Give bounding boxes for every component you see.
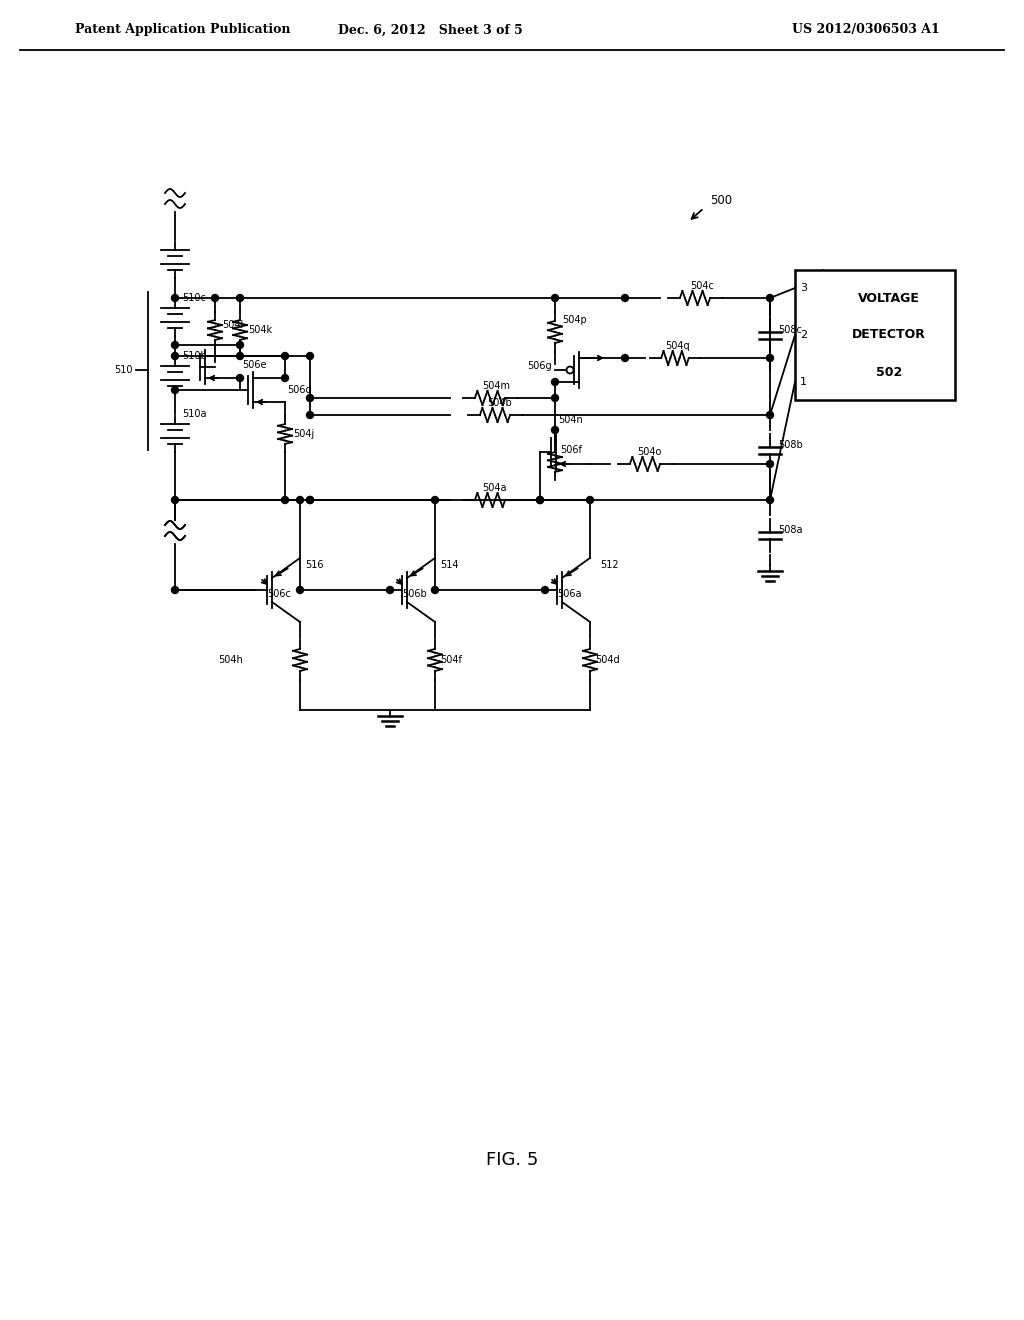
Text: 504d: 504d [595, 655, 620, 665]
Circle shape [552, 426, 558, 433]
Text: Patent Application Publication: Patent Application Publication [75, 24, 291, 37]
Text: 2: 2 [800, 330, 807, 341]
Text: 506a: 506a [557, 589, 582, 599]
Circle shape [237, 294, 244, 301]
Circle shape [587, 496, 594, 503]
Circle shape [171, 352, 178, 359]
Circle shape [552, 379, 558, 385]
Circle shape [237, 342, 244, 348]
Text: US 2012/0306503 A1: US 2012/0306503 A1 [793, 24, 940, 37]
Circle shape [306, 352, 313, 359]
Text: 510: 510 [115, 366, 133, 375]
Circle shape [297, 496, 303, 503]
Text: 506d: 506d [287, 385, 311, 395]
Text: 504n: 504n [558, 414, 583, 425]
Circle shape [767, 355, 773, 362]
Text: 506f: 506f [560, 445, 582, 455]
Text: 504c: 504c [690, 281, 714, 290]
Text: 504p: 504p [562, 315, 587, 325]
Text: 508b: 508b [778, 440, 803, 450]
Circle shape [767, 294, 773, 301]
Circle shape [537, 496, 544, 503]
Text: Dec. 6, 2012   Sheet 3 of 5: Dec. 6, 2012 Sheet 3 of 5 [338, 24, 522, 37]
Circle shape [282, 375, 289, 381]
Text: 504l: 504l [222, 319, 244, 330]
Text: 1: 1 [800, 378, 807, 387]
Circle shape [767, 412, 773, 418]
Text: 510b: 510b [182, 351, 207, 360]
Text: 3: 3 [800, 282, 807, 293]
Text: 506c: 506c [267, 589, 291, 599]
Text: 504f: 504f [440, 655, 462, 665]
Circle shape [212, 294, 218, 301]
Circle shape [542, 586, 549, 594]
Circle shape [622, 355, 629, 362]
Circle shape [237, 375, 244, 381]
Text: 508a: 508a [778, 525, 803, 535]
Circle shape [306, 496, 313, 503]
Circle shape [282, 496, 289, 503]
Text: 504b: 504b [487, 399, 512, 408]
Text: 510a: 510a [182, 409, 207, 418]
Text: 516: 516 [305, 560, 324, 570]
Text: 504k: 504k [248, 325, 272, 335]
Circle shape [767, 461, 773, 467]
FancyBboxPatch shape [795, 271, 955, 400]
Circle shape [386, 586, 393, 594]
Circle shape [537, 496, 544, 503]
Circle shape [306, 496, 313, 503]
Text: 504m: 504m [482, 381, 510, 391]
Circle shape [306, 412, 313, 418]
Circle shape [297, 586, 303, 594]
Text: 504q: 504q [665, 341, 689, 351]
Text: 500: 500 [710, 194, 732, 206]
Text: 512: 512 [600, 560, 618, 570]
Circle shape [171, 387, 178, 393]
Circle shape [171, 342, 178, 348]
Circle shape [171, 586, 178, 594]
Circle shape [306, 395, 313, 401]
Circle shape [431, 496, 438, 503]
Text: FIG. 5: FIG. 5 [485, 1151, 539, 1170]
Circle shape [622, 294, 629, 301]
Circle shape [552, 395, 558, 401]
Circle shape [171, 294, 178, 301]
Circle shape [237, 352, 244, 359]
Text: 504h: 504h [218, 655, 243, 665]
Text: 504o: 504o [637, 447, 662, 457]
Text: 506g: 506g [527, 360, 552, 371]
Text: 506e: 506e [242, 360, 266, 370]
Circle shape [552, 294, 558, 301]
Text: 514: 514 [440, 560, 459, 570]
Text: 502: 502 [876, 366, 902, 379]
Text: 506b: 506b [402, 589, 427, 599]
Circle shape [282, 352, 289, 359]
Text: 510c: 510c [182, 293, 206, 304]
Text: 508c: 508c [778, 325, 802, 335]
Text: 504j: 504j [293, 429, 314, 440]
Text: VOLTAGE: VOLTAGE [858, 292, 920, 305]
Circle shape [171, 496, 178, 503]
Text: 504a: 504a [482, 483, 507, 492]
Circle shape [431, 586, 438, 594]
Text: DETECTOR: DETECTOR [852, 329, 926, 342]
Circle shape [767, 496, 773, 503]
